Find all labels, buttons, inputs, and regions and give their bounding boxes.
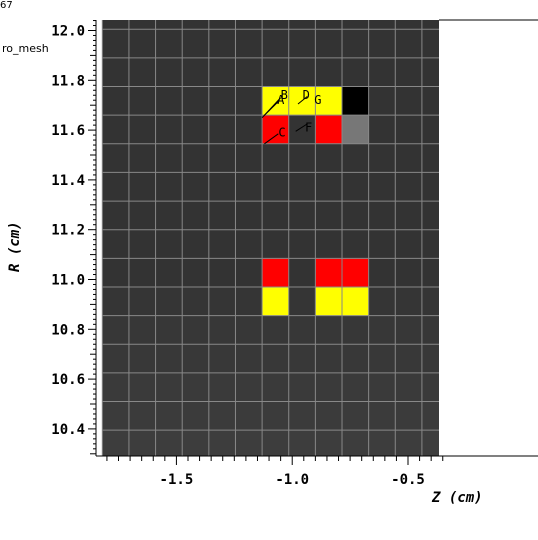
mesh-cell [262,115,289,144]
mesh-shade-band [102,401,440,431]
annotation-leader [264,97,281,116]
y-tick-label: 11.2 [51,223,85,239]
mesh-shade-band [102,373,439,402]
annotation-label: F [305,120,312,134]
y-tick-label: 11.8 [51,73,85,89]
annotation-label: G [314,93,321,107]
plot-area: B D A G C F [101,20,440,459]
corner-number: 67 [0,0,13,11]
mesh-cell [315,115,343,144]
y-axis-title: R (cm) [7,221,23,272]
mesh-cell [262,258,289,287]
mesh-shade-band [102,430,440,459]
mesh-cell [262,286,289,316]
y-tick-label: 11.0 [51,273,85,289]
mesh-cell [315,258,343,287]
mesh-cell [342,86,369,116]
y-tick-label: 11.6 [51,123,85,139]
axes: 10.4 10.6 10.8 11.0 11.2 11.4 11.6 11.8 12.0 -1.5… [51,19,538,488]
mesh-shade-band [102,344,439,373]
x-tick-label: -1.5 [160,472,194,488]
mesh-cell [342,286,369,316]
annotation-label: B [281,88,288,102]
annotation-label: C [278,125,285,139]
annotation-leader [264,133,279,145]
mesh-cell [342,115,369,144]
mesh-cell [342,258,369,287]
y-tick-label: 10.4 [51,422,85,438]
y-tick-label: 10.8 [51,322,85,338]
annotation-label: A [277,93,285,107]
annotation-leader [295,123,308,132]
annotation-leader [297,96,308,105]
mesh-cell [315,286,343,316]
x-tick-label: -1.0 [275,472,309,488]
x-axis-title: Z (cm) [431,490,483,506]
x-tick-label: -0.5 [391,472,425,488]
annotation-label: D [303,88,310,102]
y-tick-label: 12.0 [51,24,85,40]
mesh-shade-band [102,316,439,345]
y-tick-label: 10.6 [51,372,85,388]
mesh-cell [315,86,343,116]
mesh-label: ro_mesh [2,42,49,55]
mesh-cell [262,86,289,116]
y-tick-label: 11.4 [51,173,85,189]
